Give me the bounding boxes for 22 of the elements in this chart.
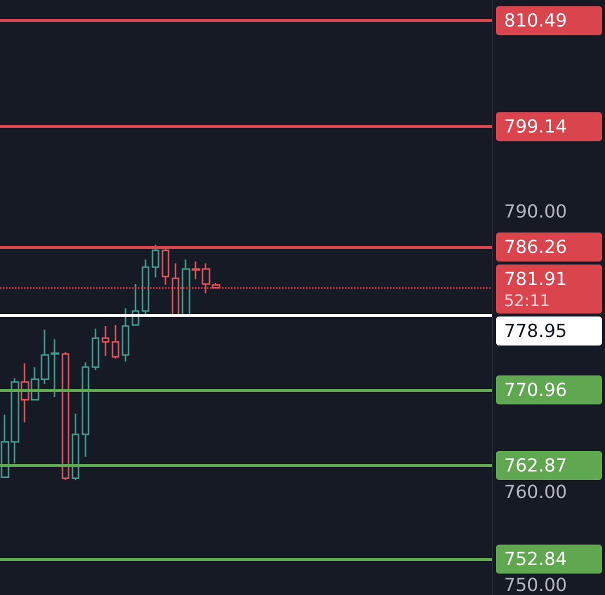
candlestick — [82, 362, 90, 458]
ref-line-label: 770.96 — [504, 380, 567, 401]
ref-line-label: 762.87 — [504, 455, 567, 476]
ref-line-label: 781.91 — [504, 268, 567, 290]
ref-line-label: 799.14 — [504, 116, 567, 138]
ref-line-label: 810.49 — [504, 10, 567, 32]
ref-line-label: 778.95 — [504, 320, 567, 342]
ref-line-label: 786.26 — [504, 236, 567, 258]
y-tick-label: 750.00 — [504, 575, 567, 595]
y-tick-label: 790.00 — [504, 202, 567, 223]
candlestick — [72, 413, 80, 481]
ref-line-label: 752.84 — [504, 549, 567, 570]
candlestick — [102, 325, 110, 357]
candlestick — [112, 324, 120, 360]
text: 52:11 — [504, 290, 550, 310]
candlestick — [92, 328, 100, 371]
candlestick — [162, 248, 170, 286]
candlestick — [172, 262, 180, 316]
candlestick — [122, 307, 130, 362]
candlestick — [152, 244, 160, 278]
candlestick — [62, 351, 70, 481]
y-tick-label: 760.00 — [504, 482, 567, 503]
